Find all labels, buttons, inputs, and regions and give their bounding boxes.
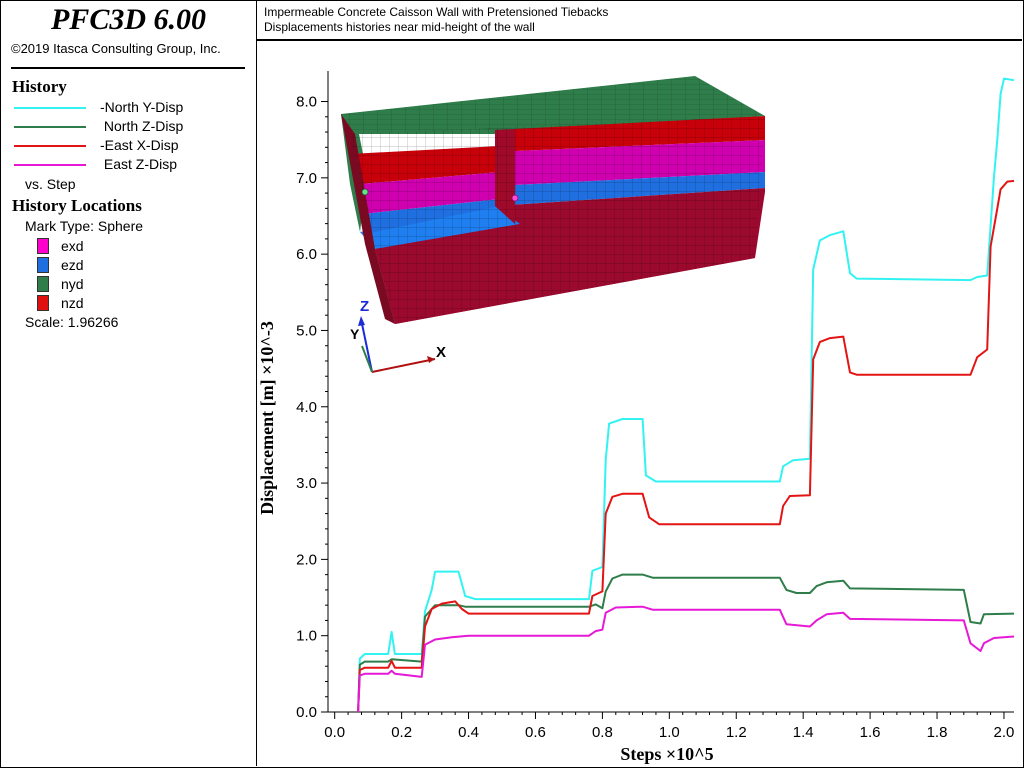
legend-item-east-z: East Z-Disp — [14, 156, 254, 174]
x-axis-label: Steps ×10^5 — [620, 744, 713, 764]
mesh-front-overlay — [350, 116, 765, 324]
x-tick-label: 1.0 — [659, 724, 680, 741]
legend-line-icon — [14, 126, 86, 128]
chart-series — [357, 77, 1015, 713]
legend-line-icon — [14, 145, 86, 147]
mark-label: exd — [61, 238, 84, 254]
legend-label: -North Y-Disp — [100, 99, 184, 115]
history-marker-north — [361, 188, 369, 196]
y-tick-label: 8.0 — [296, 94, 317, 111]
app-title: PFC3D 6.00 — [50, 3, 206, 36]
x-tick-label: 0.8 — [592, 724, 613, 741]
title-divider — [11, 67, 245, 69]
legend-line-icon — [14, 164, 86, 166]
mesh-top-overlay — [341, 76, 765, 134]
legend-label: -East X-Disp — [100, 137, 179, 153]
history-locations-heading: History Locations — [12, 196, 142, 215]
mark-type-label: Mark Type: Sphere — [25, 218, 144, 234]
chart-axes: 0.0 1.0 2.0 3.0 4.0 5.0 6.0 7.0 8.0 0.0 0.2 0.4 0.6 0… — [296, 71, 1014, 741]
plot-header: Impermeable Concrete Caisson Wall with P… — [257, 1, 1022, 41]
y-tick-label: 4.0 — [296, 399, 317, 416]
legend-panel: PFC3D 6.00 ©2019 Itasca Consulting Group… — [1, 1, 257, 766]
z-axis-arrow — [360, 318, 373, 373]
triad-z-label: Z — [360, 298, 369, 315]
y-tick-label: 1.0 — [296, 628, 317, 645]
mark-label: nzd — [61, 295, 84, 311]
mark-item-nzd: nzd — [37, 294, 237, 313]
mark-item-ezd: ezd — [37, 256, 237, 275]
history-heading: History — [12, 77, 67, 96]
line-chart: 0.0 1.0 2.0 3.0 4.0 5.0 6.0 7.0 8.0 0.0 0.2 0.4 0.6 0… — [257, 71, 1015, 764]
mark-item-exd: exd — [37, 237, 237, 256]
color-swatch — [37, 276, 49, 292]
x-tick-label: 2.0 — [994, 724, 1015, 741]
y-tick-label: 6.0 — [296, 246, 317, 263]
mark-label: ezd — [61, 257, 84, 273]
plot-title-line2: Displacements histories near mid-height … — [264, 20, 535, 34]
x-tick-label: 1.4 — [793, 724, 814, 741]
y-tick-label: 0.0 — [296, 704, 317, 721]
y-axis-arrow — [361, 345, 373, 373]
y-tick-label: 2.0 — [296, 551, 317, 568]
series-line-4 — [357, 605, 1015, 713]
x-tick-label: 0.2 — [391, 724, 412, 741]
model-3d-view: Z Y X — [341, 76, 765, 373]
z-arrow-head — [358, 316, 365, 326]
mark-label: nyd — [61, 276, 84, 292]
triad-x-label: X — [436, 344, 446, 361]
x-tick-label: 0.4 — [458, 724, 479, 741]
color-swatch — [37, 238, 49, 254]
legend-item-east-x: -East X-Disp — [14, 137, 254, 155]
y-tick-label: 7.0 — [296, 170, 317, 187]
legend-item-north-y: -North Y-Disp — [14, 99, 254, 117]
triad-y-label: Y — [350, 326, 360, 342]
copyright-text: ©2019 Itasca Consulting Group, Inc. — [11, 41, 221, 56]
series-line-2 — [357, 573, 1015, 713]
legend-item-north-z: North Z-Disp — [14, 118, 254, 136]
y-tick-label: 5.0 — [296, 322, 317, 339]
legend-line-icon — [14, 107, 86, 109]
y-tick-label: 3.0 — [296, 475, 317, 492]
x-tick-label: 0.0 — [324, 724, 345, 741]
x-tick-label: 0.6 — [525, 724, 546, 741]
front-left-slope — [341, 114, 395, 324]
x-axis-arrow — [371, 358, 436, 373]
x-tick-label: 1.8 — [927, 724, 948, 741]
axes-triad: Z Y X — [350, 298, 446, 373]
color-swatch — [37, 295, 49, 311]
history-marker-east — [511, 194, 519, 202]
scale-label: Scale: 1.96266 — [25, 314, 119, 330]
y-axis-label: Displacement [m] ×10^-3 — [257, 321, 277, 515]
x-tick-label: 1.2 — [726, 724, 747, 741]
legend-label: North Z-Disp — [100, 118, 184, 134]
x-arrow-head — [427, 356, 435, 363]
legend-label: East Z-Disp — [100, 156, 178, 172]
vs-step-label: vs. Step — [25, 176, 76, 192]
color-swatch — [37, 257, 49, 273]
mark-item-nyd: nyd — [37, 275, 237, 294]
soil-block — [341, 76, 765, 324]
plot-title-line1: Impermeable Concrete Caisson Wall with P… — [264, 5, 609, 19]
x-tick-label: 1.6 — [860, 724, 881, 741]
series-line-3 — [357, 179, 1015, 713]
